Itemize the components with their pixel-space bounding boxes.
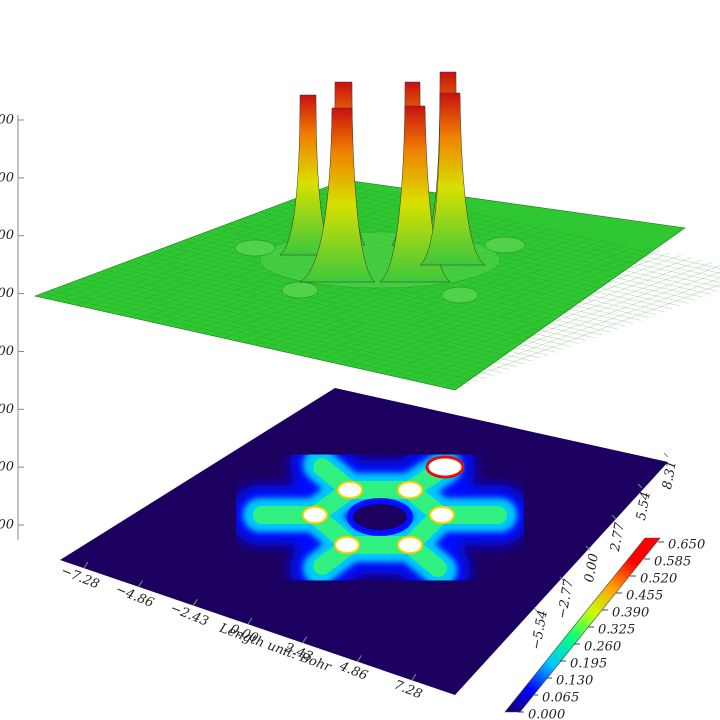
y-tick [533, 607, 539, 613]
x-tick [192, 599, 198, 606]
z-tick-label: 3.000 [0, 113, 14, 128]
z-tick-label: −3.000 [0, 460, 14, 475]
x-tick [357, 655, 362, 662]
z-tick-label: 1.000 [0, 228, 14, 243]
colorbar [504, 537, 661, 713]
y-tick-label: 0.00 [582, 552, 602, 583]
colorbar-tick-label: 0.585 [654, 555, 691, 570]
y-tick-label: −2.77 [555, 577, 577, 620]
y-tick [637, 483, 643, 489]
y-tick [663, 452, 669, 458]
z-tick-label: −1.000 [0, 344, 14, 359]
y-tick-label: 5.54 [634, 490, 654, 521]
color-map [230, 435, 530, 600]
colorbar-tick-label: 0.455 [626, 589, 663, 604]
z-tick-label: −2.000 [0, 402, 14, 417]
z-tick-label: −4.000 [0, 518, 14, 533]
y-tick [585, 545, 591, 551]
z-tick-label: 0.000 [0, 286, 14, 301]
y-tick-label: 8.31 [660, 459, 680, 490]
x-tick [138, 580, 143, 587]
colorbar-tick-label: 0.390 [612, 606, 649, 621]
x-tick [411, 673, 417, 681]
colorbar-tick-label: 0.195 [570, 657, 607, 672]
y-tick [611, 514, 617, 520]
x-tick [302, 636, 308, 643]
colorbar-tick-label: 0.325 [598, 623, 635, 638]
colorbar-tick-label: 0.650 [668, 538, 705, 553]
surface-peaks [279, 71, 486, 283]
watermark: 知乎 [640, 682, 680, 706]
y-tick-label: 2.77 [608, 521, 628, 554]
x-tick [83, 561, 89, 569]
colorbar-tick-label: 0.260 [584, 640, 621, 655]
colorbar-tick-label: 0.000 [528, 708, 565, 720]
colorbar-tick-label: 0.520 [640, 572, 677, 587]
y-tick-label: −5.54 [529, 609, 551, 651]
x-tick [247, 617, 253, 625]
z-tick-label: 2.000 [0, 170, 14, 185]
colorbar-tick-label: 0.130 [556, 674, 593, 689]
colorbar-tick-label: 0.065 [542, 691, 579, 706]
y-tick [559, 576, 565, 582]
